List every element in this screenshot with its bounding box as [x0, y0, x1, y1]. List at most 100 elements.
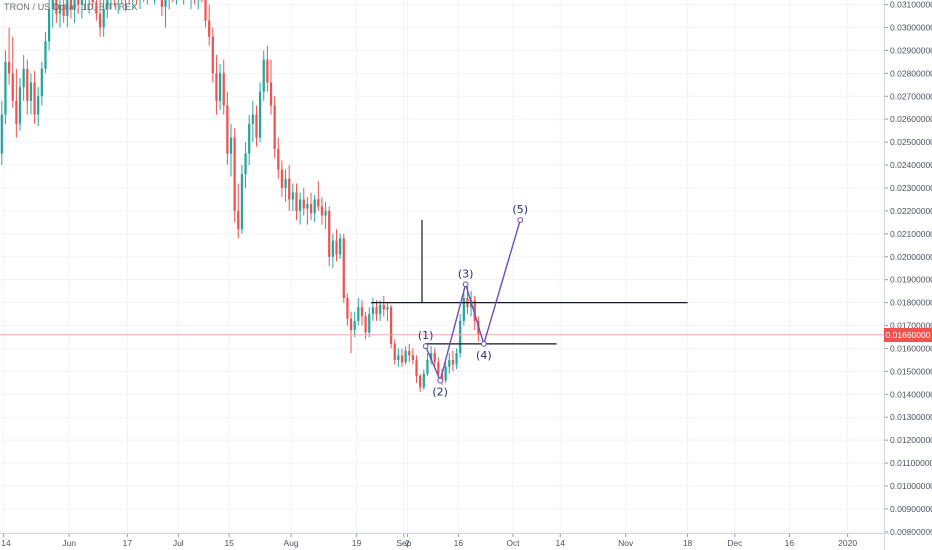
- grid-layer: [0, 0, 884, 533]
- symbol-title: TRON / US Dollar, 1D, BITTREX: [4, 2, 138, 12]
- candle-body: [251, 114, 254, 124]
- wave-point-marker: [422, 343, 429, 350]
- candle-body: [386, 307, 389, 310]
- candle-body: [66, 0, 69, 17]
- price-tick-label: 0.02200000: [890, 206, 932, 216]
- candle-body: [357, 307, 360, 321]
- candles-layer: [0, 0, 480, 393]
- time-tick-label: 2: [405, 538, 410, 548]
- candle-body: [462, 298, 465, 321]
- candle-body: [22, 68, 25, 88]
- candle-body: [415, 359, 418, 376]
- price-tick-label: 0.01600000: [890, 343, 932, 353]
- candle-body: [313, 199, 316, 214]
- candle-body: [262, 59, 265, 92]
- candle-body: [331, 240, 334, 257]
- candle-body: [226, 105, 229, 154]
- candle-body: [295, 192, 298, 211]
- elliott-wave-path: [424, 219, 521, 383]
- candle-body: [98, 13, 102, 28]
- wave-label: (1): [418, 329, 434, 342]
- candle-body: [7, 61, 11, 74]
- candle-body: [433, 353, 436, 363]
- candle-body: [160, 0, 164, 7]
- candle-body: [91, 0, 94, 3]
- candle-body: [437, 362, 440, 374]
- candle-body: [240, 174, 244, 230]
- candle-body: [18, 87, 22, 124]
- candle-body: [204, 0, 207, 21]
- price-tick-label: 0.02600000: [890, 114, 932, 124]
- price-tick-label: 0.01500000: [890, 366, 932, 376]
- candle-body: [444, 366, 447, 381]
- time-tick-label: 14: [555, 538, 565, 548]
- price-tick-label: 0.02900000: [890, 45, 932, 55]
- candle-body: [280, 169, 284, 188]
- candle-body: [429, 353, 433, 360]
- candle-body: [73, 0, 76, 10]
- price-tick-label: 0.01700000: [890, 321, 932, 331]
- candle-body: [237, 210, 240, 230]
- candle-body: [51, 0, 54, 10]
- candle-body: [208, 20, 211, 37]
- candle-body: [346, 298, 349, 319]
- price-tick-label: 0.02800000: [890, 68, 932, 78]
- wave-label: (3): [458, 267, 474, 280]
- time-tick-label: Jul: [173, 538, 184, 548]
- candle-body: [317, 199, 320, 207]
- price-axis: 0.03100000 0.03000000 0.02900000 0.02800000…: [884, 0, 932, 550]
- price-tick-label: 0.03100000: [890, 0, 932, 10]
- candle-body: [298, 199, 302, 211]
- candle-body: [0, 114, 3, 154]
- candle-body: [106, 0, 109, 10]
- wave-point-marker: [462, 281, 469, 288]
- price-tick-label: 0.02100000: [890, 229, 932, 239]
- candle-body: [379, 304, 382, 315]
- candle-body: [266, 59, 269, 83]
- candle-body: [422, 373, 425, 388]
- candle-body: [211, 36, 214, 74]
- time-tick-label: 17: [123, 538, 133, 548]
- candle-body: [233, 137, 236, 211]
- candle-body: [62, 4, 65, 17]
- candle-body: [55, 0, 58, 14]
- price-tick-label: 0.01000000: [890, 481, 932, 491]
- price-tick-label: 0.01800000: [890, 298, 932, 308]
- candle-body: [400, 355, 404, 363]
- price-tick-label: 0.02300000: [890, 183, 932, 193]
- candle-body: [324, 210, 327, 216]
- candle-body: [26, 68, 29, 101]
- candle-body: [215, 73, 218, 101]
- candle-body: [349, 318, 353, 331]
- candle-body: [342, 238, 345, 299]
- price-tick-label: 0.00800000: [890, 527, 932, 537]
- time-tick-label: Aug: [283, 538, 298, 548]
- candle-body: [164, 0, 167, 7]
- candle-body: [459, 320, 462, 354]
- candle-body: [95, 2, 98, 14]
- candle-body: [364, 316, 367, 333]
- candle-body: [408, 350, 411, 356]
- time-tick-label: Sep: [396, 538, 411, 548]
- candle-body: [440, 373, 444, 381]
- candle-body: [47, 9, 51, 42]
- candle-body: [222, 73, 225, 106]
- candle-body: [397, 355, 400, 360]
- candle-body: [277, 149, 280, 170]
- time-tick-label: 16: [454, 538, 464, 548]
- time-tick-label: 15: [224, 538, 234, 548]
- candle-body: [451, 359, 455, 365]
- price-tick-label: 0.02500000: [890, 137, 932, 147]
- candle-body: [368, 314, 371, 333]
- candle-body: [244, 153, 247, 175]
- time-tick-label: Jun: [62, 538, 76, 548]
- wave-label: (5): [512, 203, 528, 216]
- candle-body: [288, 178, 291, 200]
- candle-body: [306, 204, 309, 209]
- candle-body: [284, 178, 287, 188]
- candle-body: [382, 304, 385, 310]
- candle-body: [218, 73, 222, 101]
- candle-body: [335, 240, 338, 255]
